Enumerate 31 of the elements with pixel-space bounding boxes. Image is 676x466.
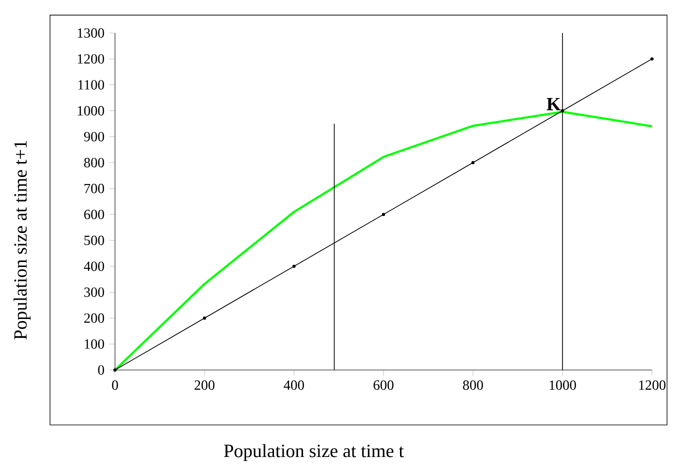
y-tick-label: 0 xyxy=(98,365,104,375)
x-tick-label: 0 xyxy=(112,380,118,390)
y-tick-label: 1000 xyxy=(78,106,104,116)
x-tick-label: 1200 xyxy=(639,380,666,390)
y-tick-label: 200 xyxy=(84,313,104,323)
y-tick-label: 300 xyxy=(84,288,104,297)
y-tick-label: 400 xyxy=(84,262,104,272)
y-tick-label: 1200 xyxy=(78,54,104,64)
y-tick-label: 1100 xyxy=(78,80,104,90)
y-tick-label: 800 xyxy=(84,158,104,168)
x-tick-label: 600 xyxy=(374,380,394,390)
y-tick-label: 500 xyxy=(84,236,104,246)
point xyxy=(560,109,564,112)
y-tick-label: 900 xyxy=(84,132,104,142)
x-tick-label: 1000 xyxy=(550,380,576,390)
x-tick-label: 400 xyxy=(284,380,304,390)
point xyxy=(471,161,475,164)
x-tick-label: 800 xyxy=(463,380,483,390)
x-axis-title: Population size at time t xyxy=(224,444,404,462)
y-tick-label: 700 xyxy=(84,184,104,194)
point xyxy=(292,264,296,268)
point xyxy=(650,57,654,61)
y-tick-label: 600 xyxy=(84,210,104,220)
point xyxy=(113,368,117,372)
x-tick-label: 200 xyxy=(194,380,214,390)
point xyxy=(382,212,386,216)
annotation: K xyxy=(546,98,561,110)
y-tick-label: 100 xyxy=(84,339,104,349)
y-axis-title: Population size at time t+1 xyxy=(14,140,31,340)
point xyxy=(202,316,206,320)
y-tick-label: 1300 xyxy=(78,28,104,38)
